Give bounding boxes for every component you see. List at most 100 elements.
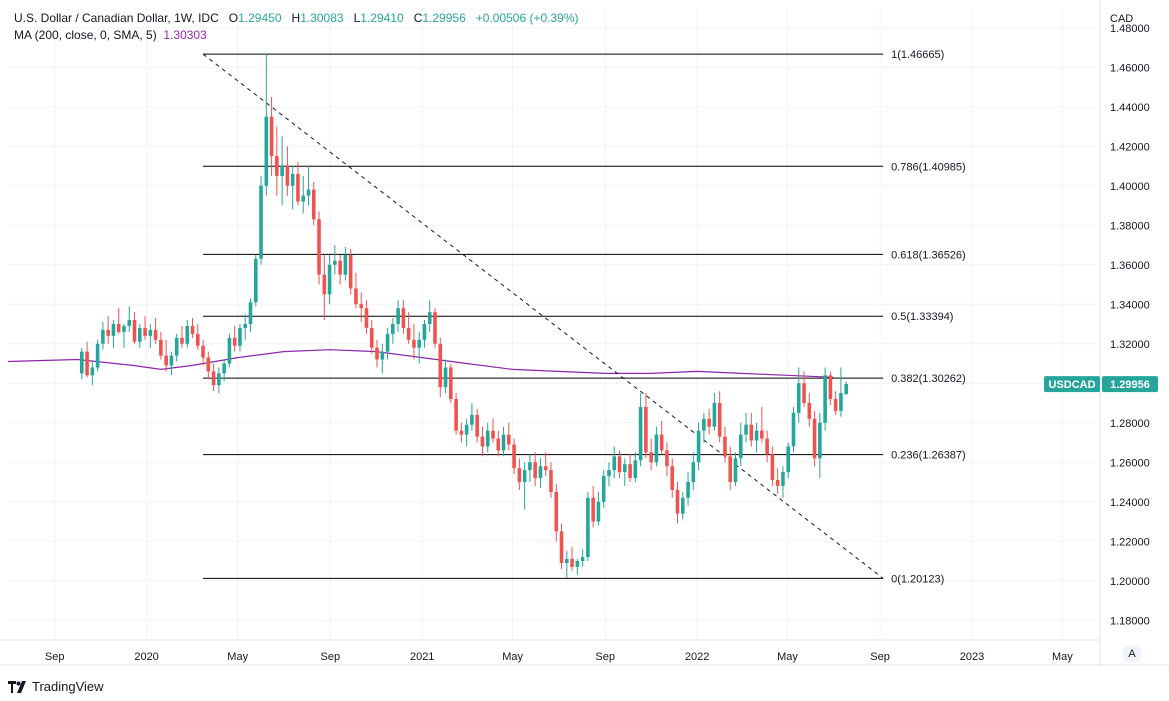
candle-body [612, 456, 617, 471]
candle-body [796, 383, 801, 413]
candle-body [285, 166, 290, 186]
fib-level-label: 0(1.20123) [891, 573, 944, 585]
auto-scale-button[interactable]: A [1122, 645, 1142, 663]
candle-body [833, 399, 838, 411]
fib-level-label: 0.5(1.33394) [891, 311, 953, 323]
candle-body [622, 464, 627, 473]
candle-body [375, 347, 379, 360]
candle-body [738, 434, 743, 459]
candle-body [538, 466, 543, 479]
candle-body [127, 320, 132, 326]
low-value: 1.29410 [360, 11, 404, 25]
candle-body [422, 324, 427, 340]
candle-body [143, 327, 147, 336]
candle-body [153, 329, 158, 340]
candle-body [227, 337, 232, 364]
candle-body [443, 367, 448, 388]
candle-body [696, 430, 701, 463]
candle-body [728, 456, 733, 482]
candle-body [280, 166, 284, 176]
candle-body [338, 260, 342, 275]
x-tick-label: Sep [870, 651, 890, 663]
candle-body [733, 458, 738, 482]
candle-body [327, 264, 332, 295]
high-value: 1.30083 [300, 11, 344, 25]
candle-body [670, 466, 675, 490]
candle-body [364, 308, 369, 328]
candle-body [264, 116, 269, 186]
candle-body [101, 329, 105, 344]
candle-body [269, 116, 274, 157]
candle-body [485, 430, 490, 447]
candle-body [195, 333, 200, 346]
candle-body [470, 414, 474, 425]
candle-body [290, 173, 295, 186]
candle-body [549, 470, 553, 492]
candle-body [322, 274, 327, 295]
fib-level-label: 0.786(1.40985) [891, 161, 966, 173]
tradingview-brand[interactable]: TradingView [8, 679, 104, 694]
candle-body [296, 173, 300, 202]
candle-body [596, 501, 601, 522]
candle-body [275, 156, 279, 176]
candle-body [628, 464, 632, 479]
fibonacci-retracement[interactable]: 1(1.46665) 0.786(1.40985) 0.618(1.36526) 0.… [202, 49, 966, 585]
candle-body [828, 375, 833, 400]
candlestick-series [80, 54, 849, 579]
candle-body [180, 337, 184, 344]
candle-body [633, 460, 638, 479]
moving-average-layer [7, 349, 834, 378]
fib-level-label: 0.618(1.36526) [891, 249, 966, 261]
ma-value: 1.30303 [163, 28, 207, 42]
change-value: +0.00506 (+0.39%) [475, 11, 579, 25]
candle-body [765, 438, 769, 455]
candle-body [775, 480, 780, 486]
candle-body [90, 367, 95, 376]
candle-body [333, 260, 337, 265]
candle-body [348, 254, 353, 289]
ma-legend[interactable]: MA (200, close, 0, SMA, 5) 1.30303 [14, 28, 207, 42]
x-tick-label: 2020 [134, 651, 158, 663]
candle-body [512, 444, 516, 469]
candle-body [401, 308, 406, 328]
candle-body [232, 337, 237, 346]
y-tick-label: 1.22000 [1110, 536, 1150, 548]
axes: 1.48000 1.46000 1.44000 1.42000 1.40000 1.380… [0, 0, 1169, 666]
fib-level-label: 1(1.46665) [891, 49, 944, 61]
candle-body [812, 418, 817, 459]
candle-body [306, 189, 311, 196]
low-label: L [353, 11, 361, 25]
candle-body [475, 414, 479, 437]
symbol-title[interactable]: U.S. Dollar / Canadian Dollar, 1W, IDC [14, 11, 219, 25]
candle-body [654, 434, 659, 463]
candle-body [174, 337, 179, 356]
candle-body [343, 254, 348, 275]
candle-body [786, 446, 791, 473]
candle-body [417, 339, 421, 348]
x-tick-label: May [777, 651, 798, 663]
x-tick-label: May [227, 651, 248, 663]
high-label: H [291, 11, 301, 25]
candle-body [517, 468, 522, 482]
candle-body [770, 454, 775, 481]
candle-body [659, 434, 664, 451]
x-tick-label: May [502, 651, 523, 663]
candle-body [369, 327, 374, 348]
y-tick-label: 1.26000 [1110, 457, 1150, 469]
y-tick-label: 1.20000 [1110, 576, 1150, 588]
candle-body [844, 384, 849, 395]
candle-body [317, 219, 321, 275]
y-tick-label: 1.38000 [1110, 220, 1150, 232]
candle-body [480, 436, 485, 447]
last-price-tag: USDCAD 1.29956 [1044, 376, 1158, 393]
ohlc-legend: U.S. Dollar / Canadian Dollar, 1W, IDC O… [14, 11, 579, 25]
candle-body [185, 325, 190, 344]
candle-body [380, 351, 385, 360]
x-tick-label: 2023 [960, 651, 984, 663]
candle-body [702, 418, 706, 431]
candle-body [565, 559, 569, 563]
candle-body [691, 462, 696, 482]
candle-body [106, 329, 110, 336]
y-tick-label: 1.32000 [1110, 339, 1150, 351]
